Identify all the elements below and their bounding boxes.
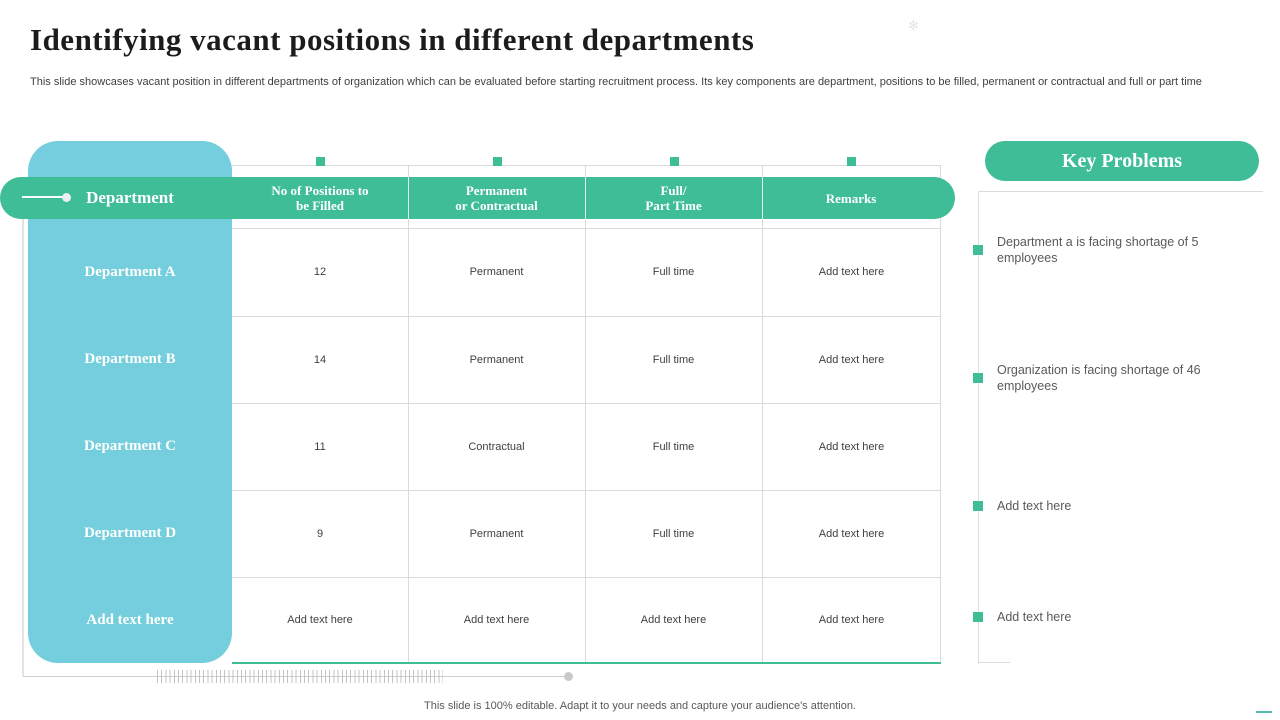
key-problem-text-placeholder[interactable]: Add text here — [997, 610, 1072, 624]
key-problem-text: Department a is facing shortage of 5 emp… — [997, 235, 1199, 265]
column-handle-square — [847, 157, 856, 166]
cell-positions: 12 — [313, 266, 327, 278]
cell-type: Permanent — [469, 527, 524, 540]
column-handle-square — [670, 157, 679, 166]
header-remarks: Remarks — [762, 177, 940, 219]
connector-end-dot — [564, 672, 573, 681]
cell-type: Permanent — [469, 353, 524, 366]
table-gridline-row — [232, 490, 941, 491]
table-gridline-row — [232, 577, 941, 578]
bullet-square-icon — [973, 501, 983, 511]
header-line: Full/ — [660, 183, 687, 198]
cell-type: Contractual — [468, 440, 525, 453]
column-handle-square — [316, 157, 325, 166]
cell-remarks-placeholder[interactable]: Add text here — [818, 440, 885, 453]
cell-time: Full time — [652, 440, 695, 453]
slide-subtitle: This slide showcases vacant position in … — [30, 76, 1202, 88]
table-gridline-row — [232, 403, 941, 404]
table-gridline-row — [232, 316, 941, 317]
cell-type-placeholder[interactable]: Add text here — [463, 614, 530, 626]
table-gridline-col — [408, 165, 409, 663]
cell-positions: 14 — [313, 353, 327, 366]
department-label: Department D — [83, 525, 177, 541]
header-line: No of Positions to — [271, 183, 369, 198]
table-header-bar: Department No of Positions to be Filled … — [0, 177, 955, 219]
cell-time: Full time — [652, 527, 695, 540]
table-row: 11 Contractual Full time Add text here — [232, 403, 941, 490]
cell-time-placeholder[interactable]: Add text here — [640, 614, 707, 626]
header-type: Permanent or Contractual — [408, 177, 585, 219]
table-gridline-row — [232, 228, 941, 229]
key-problems-box-bottom-border — [978, 662, 1010, 663]
table-gridline-col — [585, 165, 586, 663]
connector-vertical-line — [22, 198, 24, 676]
column-handle-square — [493, 157, 502, 166]
department-label: Department B — [84, 351, 176, 367]
header-line: or Contractual — [455, 198, 538, 213]
table-row: 12 Permanent Full time Add text here — [232, 228, 941, 316]
header-time: Full/ Part Time — [585, 177, 762, 219]
table-row: 9 Permanent Full time Add text here — [232, 490, 941, 577]
connector-horizontal-line — [22, 196, 64, 198]
department-label-placeholder[interactable]: Add text here — [86, 611, 174, 628]
table-bottom-accent-line — [232, 662, 941, 664]
bullet-square-icon — [973, 612, 983, 622]
table-gridline-top — [232, 165, 941, 166]
cell-remarks-placeholder[interactable]: Add text here — [818, 266, 885, 278]
key-problem-item: Add text here — [973, 601, 1223, 633]
table-gridline-right — [940, 165, 941, 663]
bullet-square-icon — [973, 245, 983, 255]
cell-type: Permanent — [469, 266, 524, 278]
key-problems-box-border — [978, 191, 1263, 664]
department-label: Department C — [83, 438, 177, 454]
key-problem-item: Organization is facing shortage of 46 em… — [973, 362, 1223, 394]
header-department: Department — [86, 188, 174, 207]
key-problem-text-placeholder[interactable]: Add text here — [997, 499, 1072, 513]
cell-remarks-placeholder[interactable]: Add text here — [818, 527, 885, 540]
cell-positions: 11 — [314, 440, 326, 453]
department-column-background — [28, 141, 232, 663]
cell-positions-placeholder[interactable]: Add text here — [287, 614, 353, 626]
corner-accent-dash — [1256, 711, 1272, 713]
cell-remarks-placeholder[interactable]: Add text here — [818, 353, 885, 366]
header-line: Part Time — [645, 198, 702, 213]
cell-remarks-placeholder[interactable]: Add text here — [818, 614, 885, 626]
cell-positions: 9 — [316, 527, 324, 540]
key-problem-text: Organization is facing shortage of 46 em… — [997, 363, 1201, 393]
key-problem-item: Add text here — [973, 490, 1223, 522]
table-row: Add text here Add text here Add text her… — [232, 577, 941, 663]
cell-time: Full time — [652, 266, 695, 278]
table-gridline-col — [762, 165, 763, 663]
header-positions: No of Positions to be Filled — [232, 177, 408, 219]
decorative-mark: ✻ — [908, 18, 919, 33]
header-separator — [762, 177, 763, 219]
header-line: Remarks — [825, 190, 877, 206]
connector-dot — [62, 193, 71, 202]
header-separator — [408, 177, 409, 219]
cell-time: Full time — [652, 353, 695, 366]
footer-note: This slide is 100% editable. Adapt it to… — [424, 700, 856, 712]
bullet-square-icon — [973, 373, 983, 383]
header-line: be Filled — [295, 198, 345, 213]
key-problem-item: Department a is facing shortage of 5 emp… — [973, 234, 1223, 266]
tick-strip-decoration — [157, 670, 443, 683]
header-line: Permanent — [465, 183, 528, 198]
key-problems-title: Key Problems — [985, 141, 1259, 181]
department-label: Department A — [84, 263, 176, 280]
page-title: Identifying vacant positions in differen… — [30, 22, 755, 57]
header-separator — [585, 177, 586, 219]
table-row: 14 Permanent Full time Add text here — [232, 316, 941, 403]
